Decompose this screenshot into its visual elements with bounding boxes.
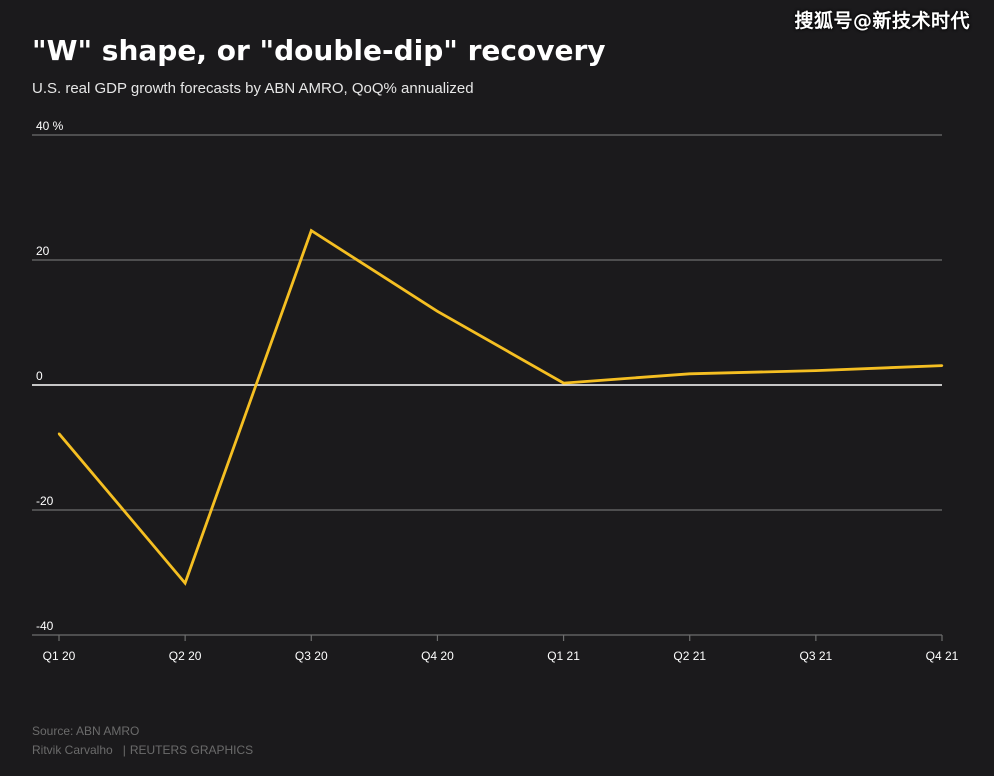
watermark: 搜狐号@新技术时代 <box>794 10 970 32</box>
data-point <box>562 381 565 385</box>
data-point <box>688 372 691 375</box>
x-tick-label: Q1 21 <box>547 649 580 663</box>
x-axis: Q1 20 Q2 20 Q3 20 Q4 20 Q1 21 Q2 21 Q3 21 Q4 21 <box>43 635 959 663</box>
grid-lines <box>32 134 942 636</box>
agency-name: REUTERS GRAPHICS <box>129 743 254 757</box>
y-tick-label: -20 <box>36 494 54 508</box>
x-tick-label: Q4 20 <box>421 649 454 663</box>
y-tick-label: -40 <box>36 619 54 633</box>
x-tick-label: Q1 20 <box>43 649 76 663</box>
x-tick-label: Q4 21 <box>926 649 959 663</box>
x-tick-label: Q2 20 <box>169 649 202 663</box>
x-tick-label: Q3 21 <box>800 649 833 663</box>
series-line <box>57 228 943 586</box>
data-point <box>310 229 313 232</box>
data-point <box>183 581 187 585</box>
credit-line: Ritvik Carvalho | REUTERS GRAPHICS <box>32 743 253 757</box>
credit-separator: | <box>122 743 126 757</box>
y-tick-label: 20 <box>36 244 50 258</box>
line-chart: 40 %200-20-40 Q1 20 Q2 20 Q3 20 Q4 20 Q1 21 Q… <box>32 119 959 663</box>
data-point <box>57 432 61 435</box>
chart-subtitle: U.S. real GDP growth forecasts by ABN AM… <box>32 80 474 97</box>
y-axis-labels: 40 % 20 0 -20 -40 <box>36 119 64 633</box>
data-point <box>436 310 439 313</box>
x-tick-label: Q2 21 <box>673 649 706 663</box>
series-layer <box>57 228 944 586</box>
y-tick-label: 0 <box>36 369 43 383</box>
source-note: Source: ABN AMRO <box>32 724 140 738</box>
chart-title: "W" shape, or "double-dip" recovery <box>32 34 606 67</box>
data-point <box>814 369 818 372</box>
x-tick-label: Q3 20 <box>295 649 328 663</box>
data-point <box>940 364 944 367</box>
author-name: Ritvik Carvalho <box>32 743 113 757</box>
y-tick-label: 40 % <box>36 119 64 133</box>
